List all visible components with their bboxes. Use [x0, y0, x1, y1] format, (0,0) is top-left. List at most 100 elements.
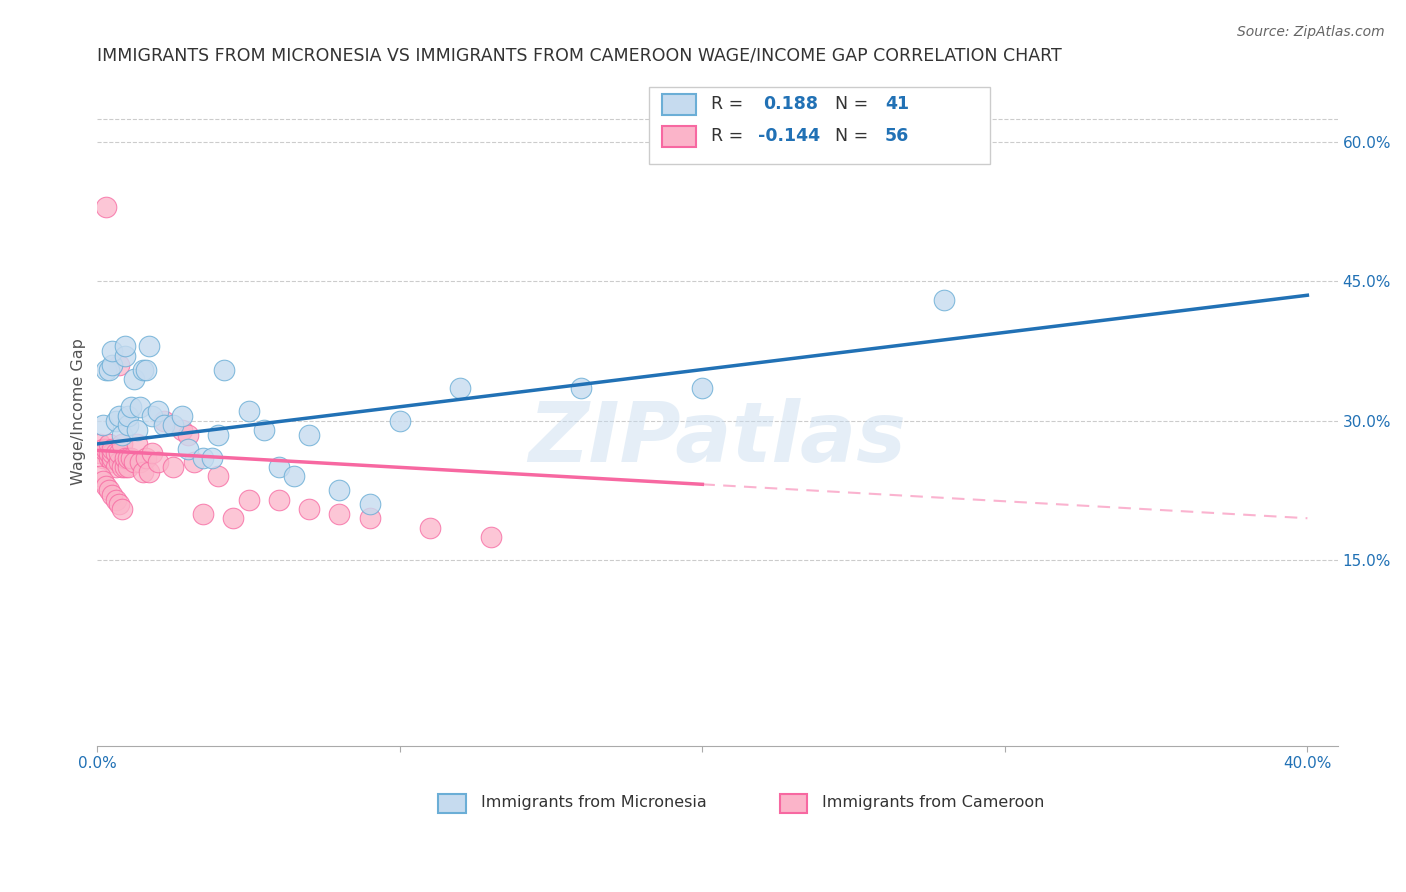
Point	[141, 409, 163, 423]
Point	[104, 492, 127, 507]
Point	[110, 460, 132, 475]
Point	[569, 381, 592, 395]
Point	[298, 427, 321, 442]
Point	[101, 358, 124, 372]
Point	[138, 339, 160, 353]
Point	[449, 381, 471, 395]
Point	[253, 423, 276, 437]
Text: 41: 41	[884, 95, 910, 113]
FancyBboxPatch shape	[662, 94, 696, 115]
Point	[298, 502, 321, 516]
Point	[93, 418, 115, 433]
Point	[128, 400, 150, 414]
Point	[692, 381, 714, 395]
Point	[479, 530, 502, 544]
Point	[177, 442, 200, 456]
Text: IMMIGRANTS FROM MICRONESIA VS IMMIGRANTS FROM CAMEROON WAGE/INCOME GAP CORRELATI: IMMIGRANTS FROM MICRONESIA VS IMMIGRANTS…	[97, 46, 1062, 64]
Text: Immigrants from Cameroon: Immigrants from Cameroon	[821, 796, 1045, 810]
Point	[132, 465, 155, 479]
Point	[135, 362, 157, 376]
Point	[359, 497, 381, 511]
Point	[93, 450, 115, 465]
Point	[183, 455, 205, 469]
Point	[96, 442, 118, 456]
Point	[96, 479, 118, 493]
Point	[98, 437, 121, 451]
Text: ZIPatlas: ZIPatlas	[529, 398, 907, 479]
Text: R =: R =	[711, 95, 749, 113]
Point	[104, 460, 127, 475]
FancyBboxPatch shape	[662, 126, 696, 147]
Point	[177, 427, 200, 442]
Point	[132, 362, 155, 376]
FancyBboxPatch shape	[650, 87, 990, 164]
Point	[283, 469, 305, 483]
Text: 0.188: 0.188	[763, 95, 818, 113]
Point	[107, 358, 129, 372]
Point	[125, 423, 148, 437]
Point	[89, 437, 111, 451]
Point	[117, 418, 139, 433]
Text: N =: N =	[835, 95, 875, 113]
Point	[214, 362, 236, 376]
Text: 56: 56	[884, 128, 910, 145]
Point	[89, 446, 111, 460]
Point	[98, 362, 121, 376]
Point	[162, 418, 184, 433]
Point	[107, 455, 129, 469]
Point	[107, 409, 129, 423]
Text: Immigrants from Micronesia: Immigrants from Micronesia	[481, 796, 706, 810]
Point	[141, 446, 163, 460]
Point	[146, 455, 169, 469]
Point	[110, 502, 132, 516]
Point	[238, 492, 260, 507]
Point	[117, 409, 139, 423]
Point	[101, 442, 124, 456]
Point	[114, 339, 136, 353]
Point	[110, 427, 132, 442]
Point	[135, 450, 157, 465]
Point	[104, 446, 127, 460]
Point	[388, 414, 411, 428]
Point	[122, 455, 145, 469]
Point	[125, 437, 148, 451]
Point	[138, 465, 160, 479]
Point	[934, 293, 956, 307]
Point	[170, 409, 193, 423]
Point	[120, 400, 142, 414]
Point	[193, 507, 215, 521]
Point	[114, 460, 136, 475]
Point	[93, 442, 115, 456]
Point	[101, 450, 124, 465]
Point	[328, 507, 350, 521]
Text: -0.144: -0.144	[758, 128, 821, 145]
Point	[101, 455, 124, 469]
Point	[98, 450, 121, 465]
Point	[128, 455, 150, 469]
Point	[207, 427, 229, 442]
Point	[101, 446, 124, 460]
Point	[114, 349, 136, 363]
Y-axis label: Wage/Income Gap: Wage/Income Gap	[72, 338, 86, 485]
Point	[222, 511, 245, 525]
Point	[89, 469, 111, 483]
Point	[101, 343, 124, 358]
Point	[207, 469, 229, 483]
Point	[110, 437, 132, 451]
Point	[98, 446, 121, 460]
Point	[96, 200, 118, 214]
Point	[419, 520, 441, 534]
Point	[98, 483, 121, 498]
Point	[93, 474, 115, 488]
Point	[114, 450, 136, 465]
Point	[107, 497, 129, 511]
Point	[104, 414, 127, 428]
Point	[267, 492, 290, 507]
Text: R =: R =	[711, 128, 749, 145]
Point	[117, 460, 139, 475]
Point	[201, 450, 224, 465]
Point	[193, 450, 215, 465]
Point	[117, 450, 139, 465]
Point	[120, 450, 142, 465]
Point	[107, 446, 129, 460]
